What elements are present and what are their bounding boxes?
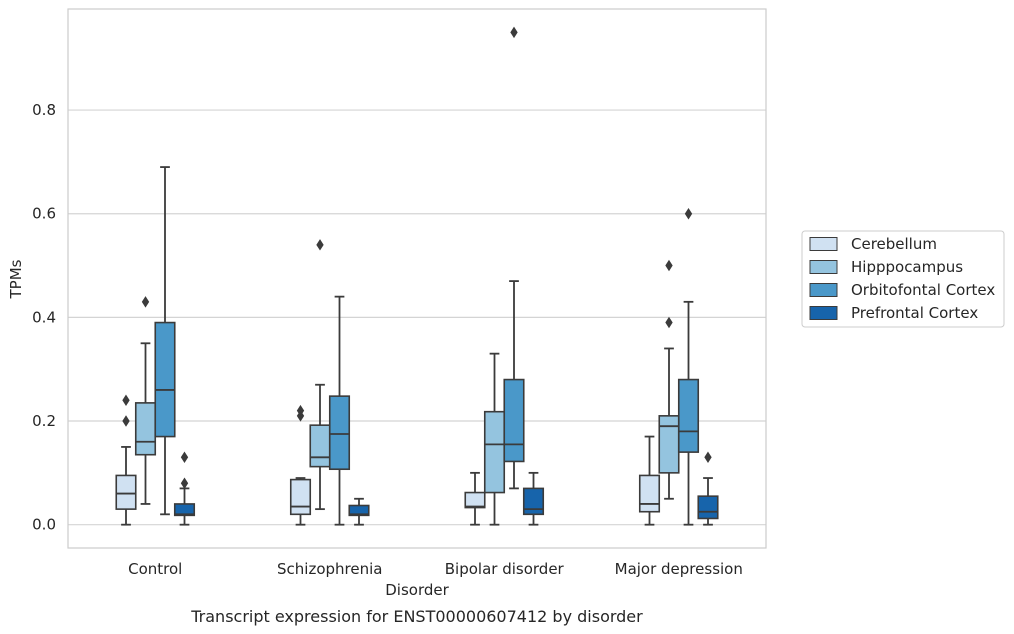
y-tick-label: 0.0 <box>32 516 56 534</box>
plot-area-border <box>67 8 767 549</box>
legend-swatch <box>809 260 838 274</box>
box-plot <box>677 207 700 526</box>
y-axis-label: TPMs <box>7 259 25 299</box>
outlier-point <box>180 451 189 464</box>
legend-label: Orbitofontal Cortex <box>851 281 995 299</box>
x-axis-label: Disorder <box>385 581 449 599</box>
legend-frame <box>801 230 1005 328</box>
box-plot <box>503 26 525 490</box>
box-plot <box>638 435 661 526</box>
outlier-point <box>665 259 673 272</box>
box-iqr <box>658 415 680 474</box>
x-tick-label: Major depression <box>615 560 743 578</box>
box-plot <box>658 259 680 500</box>
box-iqr <box>522 487 545 516</box>
box-iqr <box>483 410 506 494</box>
legend: Cerebellum Hipppocampus Orbitofontal Corte… <box>801 230 1005 328</box>
y-tick-label: 0.6 <box>32 205 56 223</box>
outlier-point <box>704 451 712 464</box>
legend-swatch <box>809 306 838 320</box>
x-tick-label: Bipolar disorder <box>445 560 565 578</box>
x-tick-label: Schizophrenia <box>277 560 382 578</box>
legend-label: Cerebellum <box>851 235 937 253</box>
box-iqr <box>289 478 312 516</box>
outlier-point <box>180 477 189 489</box>
y-tick-labels: 0.0 0.2 0.4 0.6 0.8 <box>32 101 56 534</box>
y-tick-label: 0.4 <box>32 308 56 326</box>
legend-label: Prefrontal Cortex <box>851 304 978 322</box>
box-plot <box>697 451 719 526</box>
legend-swatch <box>809 237 838 251</box>
box-plot <box>328 295 351 526</box>
outlier-point <box>510 26 518 39</box>
box-iqr <box>134 402 157 456</box>
box-iqr <box>115 474 137 510</box>
legend-swatch <box>809 283 838 297</box>
outlier-point <box>684 207 693 220</box>
box-plot <box>483 352 506 526</box>
box-plot <box>134 296 157 505</box>
box-plot <box>289 404 312 526</box>
box-plot <box>348 497 370 526</box>
box-iqr <box>697 495 719 520</box>
box-iqr <box>173 503 196 517</box>
box-plot <box>522 471 545 526</box>
y-tick-label: 0.2 <box>32 412 56 430</box>
box-iqr <box>638 474 661 513</box>
outlier-point <box>141 296 150 308</box>
outlier-point <box>122 394 130 407</box>
legend-label: Hipppocampus <box>851 258 963 276</box>
y-tick-label: 0.8 <box>32 101 56 119</box>
x-tick-label: Control <box>128 560 182 578</box>
box-plot <box>464 471 486 526</box>
box-plot <box>154 166 176 516</box>
x-tick-labels: Control Schizophrenia Bipolar disorder Majo… <box>128 560 743 578</box>
box-iqr <box>677 378 700 453</box>
box-plot <box>173 451 196 526</box>
box-iqr <box>503 378 525 463</box>
box-iqr <box>154 321 176 438</box>
box-plot <box>115 394 137 526</box>
box-iqr <box>328 395 351 471</box>
outlier-point <box>296 404 305 417</box>
chart-caption: Transcript expression for ENST0000060741… <box>190 607 643 626</box>
box-plot <box>309 239 331 511</box>
outlier-point <box>316 239 324 251</box>
outlier-point <box>122 415 130 427</box>
box-iqr <box>309 424 331 468</box>
outlier-point <box>665 316 673 329</box>
box-iqr <box>464 491 486 509</box>
box-plots <box>115 26 719 526</box>
box-iqr <box>348 504 370 517</box>
